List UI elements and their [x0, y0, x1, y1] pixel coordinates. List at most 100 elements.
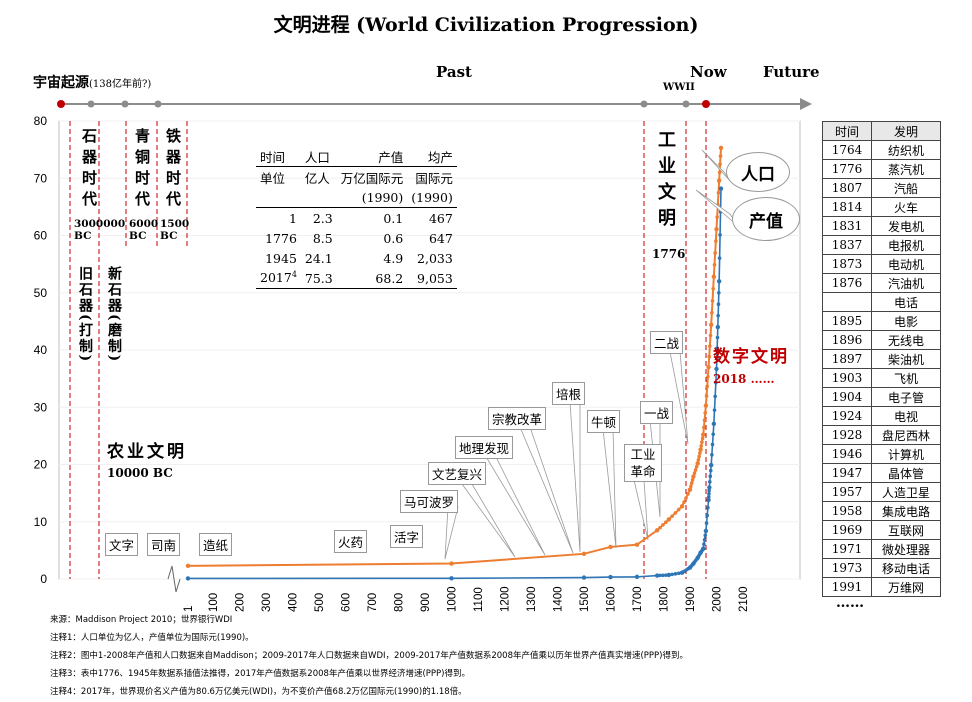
data-point — [714, 380, 718, 385]
note-2: 注释2：图中1-2008年产值和人口数据来自Maddison；2009-2017… — [50, 651, 688, 661]
table-row: 1876 汽油机 — [822, 273, 941, 293]
timeline-dot-industry — [640, 100, 648, 108]
data-point — [709, 462, 714, 468]
timeline-dot-origin — [57, 100, 65, 108]
x-tick-label: 1 — [183, 606, 195, 612]
data-point — [670, 572, 674, 577]
data-point — [449, 561, 454, 566]
x-tick-label: 400 — [288, 593, 300, 612]
past-label: Past — [436, 63, 472, 81]
x-tick-label: 1200 — [500, 586, 512, 612]
data-point — [710, 452, 714, 457]
event-marco: 马可波罗 — [400, 490, 459, 513]
note-source: 来源：Maddison Project 2010；世界银行WDI — [50, 615, 233, 625]
industry-year: 1776 — [652, 247, 686, 261]
data-point — [710, 442, 715, 447]
invention-year: 1958 — [822, 501, 872, 521]
note-1: 注释1：人口单位为亿人，产值单位为国际元(1990)。 — [50, 633, 254, 643]
data-point — [718, 233, 722, 237]
data-point — [673, 572, 678, 576]
digital-year: 2018 …… — [713, 372, 775, 386]
x-tick-label: 1800 — [659, 586, 671, 612]
invention-year: 1969 — [822, 520, 872, 540]
gdp-callout: 产值 — [732, 197, 800, 241]
event-niudun: 牛顿 — [587, 410, 621, 433]
future-label: Future — [763, 63, 820, 81]
data-table-wrap: 时间 人口 产值 均产 单位 亿人 万亿国际元 国际元 (1990) (1990… — [256, 146, 457, 289]
invention-name: 晶体管 — [871, 463, 941, 483]
data-point — [712, 263, 717, 267]
era-bronze: 青铜时代 — [133, 128, 151, 212]
inventions-more: …… — [836, 595, 864, 611]
invention-name: 柴油机 — [871, 349, 941, 369]
footnote-mark: 4 — [291, 270, 297, 280]
invention-year: 1947 — [822, 463, 872, 483]
data-point — [716, 190, 721, 195]
y-tick-label: 20 — [34, 458, 48, 472]
pointer-marco — [444, 506, 459, 560]
data-point — [717, 256, 722, 260]
invention-name: 电视 — [871, 406, 941, 426]
invention-name: 电动机 — [871, 254, 941, 274]
data-point — [708, 468, 713, 473]
data-point — [658, 525, 662, 530]
pointer-erzhan — [669, 351, 689, 445]
data-point — [684, 496, 688, 500]
x-tick-label: 900 — [420, 593, 432, 612]
timeline-arrowhead — [800, 98, 812, 110]
data-point — [700, 436, 705, 441]
y-axis: 0 10 20 30 40 50 60 70 80 — [34, 114, 800, 586]
table-row: 1958 集成电路 — [822, 501, 941, 521]
data-point — [690, 562, 695, 567]
table-row: 1971 微处理器 — [822, 539, 941, 559]
data-point — [718, 154, 723, 158]
data-point — [711, 286, 715, 291]
data-point — [705, 513, 710, 518]
table-row: 1776 蒸汽机 — [822, 159, 941, 179]
digital-label: 数字文明 — [713, 347, 789, 367]
y-tick-label: 40 — [34, 343, 48, 357]
data-point — [706, 374, 710, 379]
data-point — [711, 432, 715, 436]
event-huozi: 活字 — [390, 525, 424, 548]
x-tick-label: 800 — [394, 593, 406, 612]
y-tick-label: 30 — [34, 400, 48, 414]
pointer-gongye — [633, 479, 649, 541]
th-time: 时间 — [260, 149, 286, 165]
note-3: 注释3：表中1776、1945年数据系插值法推得，2017年产值数据系2008年… — [50, 669, 470, 679]
data-point — [702, 542, 706, 547]
data-point — [703, 403, 709, 408]
pop-callout: 人口 — [726, 152, 790, 192]
table-row: 1928 盘尼西林 — [822, 425, 941, 445]
invention-name: 纺织机 — [871, 140, 941, 160]
data-point — [581, 575, 587, 580]
x-tick-label: 1400 — [553, 586, 565, 612]
data-point — [707, 491, 711, 496]
data-point — [698, 451, 702, 455]
data-point — [697, 454, 701, 459]
invention-year: 1776 — [822, 159, 872, 179]
data-point — [666, 572, 671, 578]
data-point — [700, 547, 705, 552]
x-axis: 1 100 200 300 400 500 600 700 800 900 1000 1100 1200… — [183, 586, 750, 612]
event-dili: 地理发现 — [455, 436, 514, 459]
table-row: 1957 人造卫星 — [822, 482, 941, 502]
era-neolithic: 新石器(磨制) — [106, 266, 122, 364]
era-paleolithic: 旧石器(打制) — [77, 266, 93, 364]
data-point — [581, 551, 587, 557]
invention-year: 1928 — [822, 425, 872, 445]
y-tick-label: 70 — [34, 171, 48, 185]
x-tick-label: 1100 — [473, 587, 485, 612]
data-point — [718, 145, 724, 151]
callout-pointers — [444, 149, 739, 560]
table-row: 1814 火车 — [822, 197, 941, 217]
invention-year: 1991 — [822, 577, 872, 597]
data-point — [703, 528, 709, 534]
data-point — [654, 528, 660, 533]
y-tick-label: 80 — [34, 114, 48, 128]
data-point — [715, 356, 719, 361]
data-table: 时间 人口 产值 均产 单位 亿人 万亿国际元 国际元 (1990) (1990… — [256, 146, 457, 289]
data-point — [705, 384, 710, 389]
event-wenzi: 文字 — [105, 533, 139, 556]
pointer-wenyi — [461, 483, 516, 558]
